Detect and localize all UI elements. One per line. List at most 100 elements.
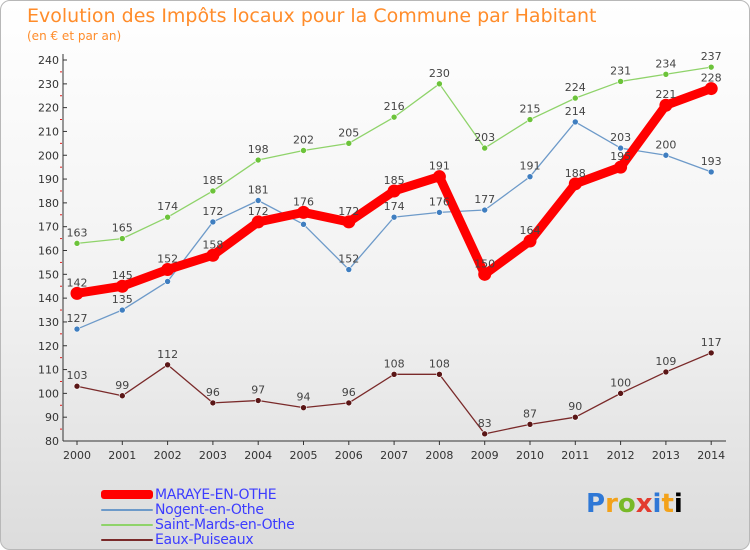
data-point <box>387 184 401 198</box>
data-point <box>345 266 353 273</box>
data-label: 214 <box>565 105 586 118</box>
data-label: 152 <box>157 253 178 266</box>
data-label: 100 <box>610 376 631 389</box>
data-label: 215 <box>520 103 541 116</box>
y-tick-label: 130 <box>38 316 59 329</box>
data-point <box>70 286 84 300</box>
legend-item: MARAYE-EN-OTHE <box>101 486 294 503</box>
data-point <box>209 399 217 407</box>
data-label: 234 <box>655 57 676 70</box>
legend-label: Nogent-en-Othe <box>155 501 264 518</box>
data-point <box>478 267 492 281</box>
data-label: 152 <box>338 253 359 266</box>
legend-item: Eaux-Puiseaux <box>101 531 294 548</box>
data-label: 185 <box>202 174 223 187</box>
data-label: 127 <box>67 312 88 325</box>
data-label: 150 <box>474 257 495 270</box>
legend-label: MARAYE-EN-OTHE <box>155 486 277 503</box>
x-tick-label: 2007 <box>380 449 408 462</box>
y-tick-label: 160 <box>38 245 59 258</box>
y-tick-label: 120 <box>38 340 59 353</box>
data-point <box>390 213 398 221</box>
legend-item: Nogent-en-Othe <box>101 501 294 518</box>
y-tick-label: 100 <box>38 387 59 400</box>
y-tick-label: 150 <box>38 268 59 281</box>
y-tick-label: 210 <box>38 125 59 138</box>
legend-item: Saint-Mards-en-Othe <box>101 516 295 533</box>
data-point <box>526 173 534 180</box>
data-point <box>662 151 670 159</box>
x-tick-label: 2006 <box>335 449 363 462</box>
y-tick-label: 220 <box>38 102 59 115</box>
data-label: 108 <box>429 357 450 370</box>
data-point <box>254 156 262 164</box>
data-point <box>659 98 673 112</box>
data-label: 172 <box>202 205 223 218</box>
x-tick-label: 2001 <box>108 449 136 462</box>
x-tick-label: 2010 <box>516 449 544 462</box>
data-label: 203 <box>610 131 631 144</box>
data-point <box>342 215 356 229</box>
data-label: 193 <box>701 155 722 168</box>
data-point <box>297 205 310 219</box>
data-point <box>617 144 624 152</box>
legend-swatch <box>101 508 153 511</box>
data-point <box>617 78 624 85</box>
data-labels: 163 165 174 185 198 202 205 216 230 203 215 224 231 2… <box>67 50 722 430</box>
data-point <box>345 140 353 147</box>
data-label: 185 <box>384 174 405 187</box>
data-label: 216 <box>384 100 405 113</box>
data-label: 163 <box>67 226 88 239</box>
x-tick-label: 2002 <box>154 449 182 462</box>
y-tick-label: 80 <box>45 435 59 448</box>
data-point <box>617 390 624 397</box>
data-point <box>707 349 715 357</box>
data-label: 191 <box>429 160 450 173</box>
data-label: 142 <box>67 276 88 289</box>
data-point <box>254 397 262 404</box>
data-point <box>436 371 443 378</box>
data-point <box>707 63 715 71</box>
x-tick-label: 2009 <box>471 449 499 462</box>
data-point <box>568 177 582 191</box>
data-point <box>481 206 489 214</box>
data-label: 221 <box>655 88 676 101</box>
legend-label: Saint-Mards-en-Othe <box>155 516 295 533</box>
data-point <box>571 94 579 102</box>
axes: 8090100110120130140150160170180190200210… <box>38 54 726 462</box>
series-maraye-en-othe <box>70 82 718 300</box>
data-point <box>73 382 81 390</box>
data-point <box>164 278 171 285</box>
data-point <box>436 80 443 88</box>
data-point <box>251 215 265 229</box>
data-label: 230 <box>429 67 450 80</box>
data-point <box>73 240 81 247</box>
data-point <box>300 221 307 228</box>
data-point <box>209 187 217 195</box>
series-eaux-puiseaux <box>73 349 715 438</box>
x-tick-label: 2008 <box>425 449 453 462</box>
data-point <box>164 213 171 221</box>
x-tick-label: 2003 <box>199 449 227 462</box>
data-label: 117 <box>701 336 722 349</box>
y-tick-label: 200 <box>38 149 59 162</box>
legend-label: Eaux-Puiseaux <box>155 531 254 548</box>
data-point <box>115 279 129 293</box>
data-point <box>481 430 489 438</box>
data-point <box>206 248 220 262</box>
data-point <box>164 361 171 369</box>
y-tick-label: 230 <box>38 78 59 91</box>
legend-swatch <box>101 523 153 526</box>
chart-title: Evolution des Impôts locaux pour la Comm… <box>27 5 597 27</box>
data-point <box>614 160 628 174</box>
data-label: 200 <box>655 138 676 151</box>
data-point <box>432 170 446 184</box>
proxiti-logo: Proxiti <box>586 489 683 519</box>
data-point <box>345 399 353 407</box>
data-label: 96 <box>206 386 220 399</box>
data-point <box>390 113 398 121</box>
data-label: 108 <box>384 357 405 370</box>
data-point <box>523 234 537 248</box>
data-point <box>119 235 126 242</box>
